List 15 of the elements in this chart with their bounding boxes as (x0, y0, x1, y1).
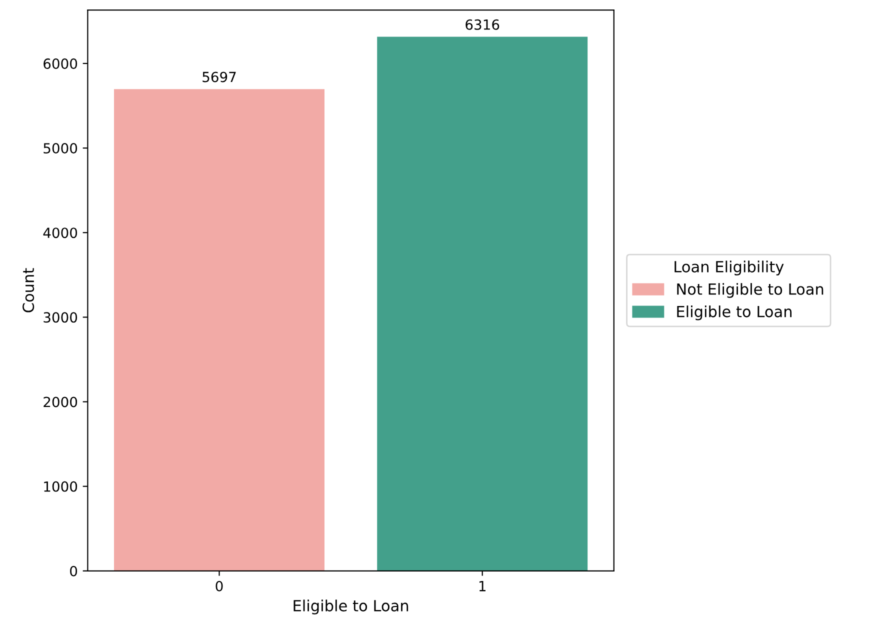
x-axis-title: Eligible to Loan (294, 600, 408, 614)
y-tick-label: 5000 (44, 143, 78, 154)
data-label: 5697 (202, 72, 236, 82)
legend-title: Loan Eligibility (674, 260, 784, 276)
y-tick-label: 6000 (44, 58, 78, 69)
y-tick-label: 2000 (44, 396, 78, 408)
legend-label: Not Eligible to Loan (677, 283, 824, 298)
y-axis-title: Count (22, 268, 34, 312)
y-tick-label: 3000 (44, 312, 78, 323)
y-tick-label: 1000 (44, 481, 78, 492)
x-tick-label: 1 (479, 581, 486, 592)
y-tick-label: 4000 (43, 228, 78, 238)
data-label: 6316 (466, 19, 500, 30)
legend-label: Eligible to Loan (677, 305, 792, 320)
y-tick-label: 0 (70, 566, 78, 576)
